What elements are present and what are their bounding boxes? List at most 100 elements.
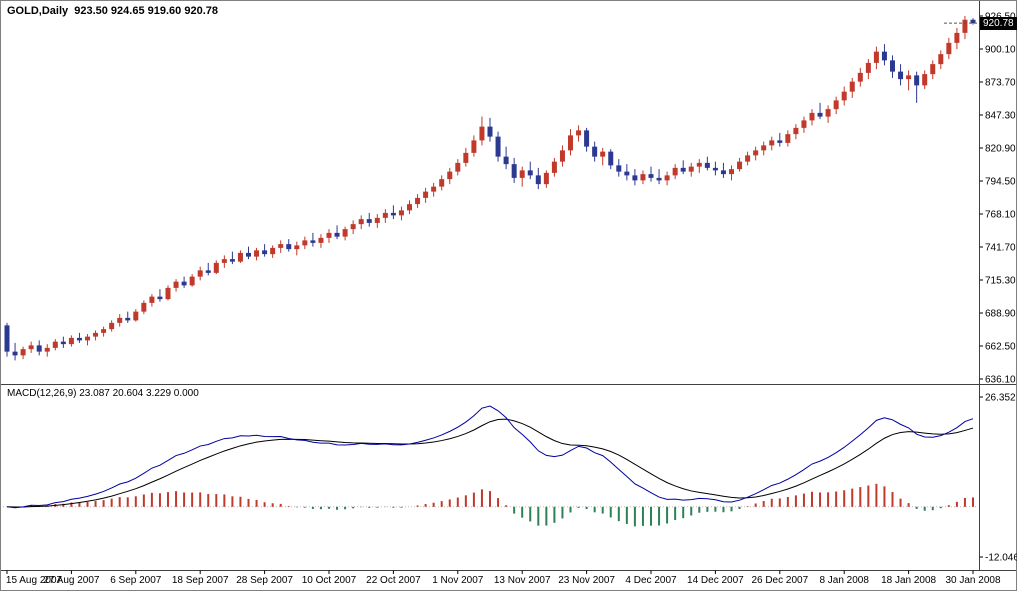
- candle-body: [761, 145, 767, 151]
- time-tick-label: 30 Jan 2008: [945, 575, 1000, 586]
- macd-signal-line: [6, 418, 974, 508]
- candle-body: [624, 171, 630, 176]
- candle-body: [616, 165, 622, 172]
- candle-body: [20, 349, 26, 356]
- candle-body: [865, 62, 871, 73]
- candle-body: [712, 167, 718, 171]
- time-tick-label: 27 Aug 2007: [43, 575, 100, 586]
- candle-body: [881, 51, 887, 61]
- time-tick-label: 18 Jan 2008: [881, 575, 936, 586]
- candle-body: [535, 175, 541, 185]
- candle-body: [696, 162, 702, 167]
- price-tick-label: 926.50: [985, 12, 1016, 23]
- candle-body: [60, 341, 66, 345]
- candle-body: [318, 237, 324, 243]
- candle-body: [527, 170, 533, 176]
- chart-title: GOLD,Daily 923.50 924.65 919.60 920.78: [7, 5, 218, 17]
- candle-body: [857, 72, 863, 82]
- candle-body: [390, 212, 396, 216]
- time-tick-label: 18 Sep 2007: [172, 575, 229, 586]
- candle-body: [479, 126, 485, 141]
- candle-body: [407, 204, 412, 211]
- candle-body: [930, 64, 936, 75]
- candle-body: [938, 54, 944, 65]
- candle-body: [109, 322, 115, 330]
- price-tick-label: 688.90: [985, 309, 1016, 320]
- candle-body: [294, 245, 300, 250]
- time-tick-label: 13 Nov 2007: [494, 575, 551, 586]
- candle-body: [302, 240, 308, 246]
- candle-body: [415, 197, 421, 205]
- candle-body: [342, 229, 348, 237]
- candle-body: [704, 162, 710, 168]
- candle-body: [28, 345, 34, 350]
- macd-indicator-label: MACD(12,26,9) 23.087 20.604 3.229 0.000: [7, 388, 199, 399]
- candle-body: [664, 175, 670, 181]
- candle-body: [519, 170, 525, 178]
- candle-body: [551, 161, 557, 173]
- candle-body: [4, 325, 10, 352]
- time-tick-label: 6 Sep 2007: [110, 575, 162, 586]
- candle-body: [374, 217, 380, 223]
- candle-body: [310, 240, 316, 243]
- candle-body: [334, 232, 340, 237]
- candle-body: [254, 250, 260, 257]
- candle-body: [600, 151, 606, 157]
- candle-body: [68, 337, 74, 345]
- price-tick-label: 820.90: [985, 144, 1016, 155]
- candle-body: [246, 252, 251, 257]
- candle-body: [173, 281, 179, 288]
- candle-body: [898, 71, 904, 80]
- candle-body: [455, 162, 461, 172]
- price-tick-label: 873.70: [985, 78, 1016, 89]
- candle-body: [350, 224, 356, 230]
- candle-body: [125, 317, 131, 321]
- candle-body: [157, 296, 163, 300]
- time-tick-label: 8 Jan 2008: [819, 575, 869, 586]
- candle-body: [495, 136, 501, 157]
- candle-body: [640, 174, 646, 181]
- price-tick-label: 768.10: [985, 210, 1016, 221]
- candle-body: [205, 270, 211, 273]
- candle-body: [817, 112, 823, 117]
- time-tick-label: 22 Oct 2007: [366, 575, 421, 586]
- price-tick-label: 900.10: [985, 45, 1016, 56]
- candle-body: [793, 127, 799, 135]
- candle-body: [785, 134, 791, 143]
- candle-body: [471, 140, 477, 153]
- candle-body: [189, 276, 195, 286]
- candle-body: [423, 191, 429, 198]
- candle-body: [914, 75, 920, 86]
- candle-body: [688, 166, 694, 172]
- candle-body: [648, 174, 654, 178]
- candle-body: [463, 152, 469, 163]
- candle-body: [270, 247, 276, 255]
- candle-body: [366, 219, 372, 223]
- candle-body: [181, 281, 187, 286]
- candle-body: [954, 32, 960, 43]
- candle-body: [52, 341, 58, 348]
- candle-body: [278, 244, 284, 248]
- candle-body: [85, 336, 90, 341]
- candle-body: [841, 91, 847, 101]
- candle-body: [149, 296, 155, 303]
- candle-body: [825, 109, 831, 117]
- time-tick-label: 10 Oct 2007: [302, 575, 357, 586]
- candle-body: [487, 126, 493, 137]
- candle-body: [447, 171, 453, 180]
- candle-body: [769, 140, 775, 146]
- candle-body: [141, 302, 147, 312]
- candle-body: [197, 270, 203, 277]
- price-tick-label: 636.10: [985, 375, 1016, 386]
- candle-body: [922, 74, 928, 86]
- candle-body: [229, 259, 235, 262]
- candle-body: [672, 167, 678, 176]
- candle-body: [543, 172, 549, 185]
- candle-body: [93, 332, 99, 337]
- time-tick-label: 28 Sep 2007: [236, 575, 293, 586]
- candle-body: [584, 130, 590, 147]
- candle-body: [36, 345, 42, 352]
- candle-body: [809, 112, 815, 121]
- candle-body: [801, 120, 807, 128]
